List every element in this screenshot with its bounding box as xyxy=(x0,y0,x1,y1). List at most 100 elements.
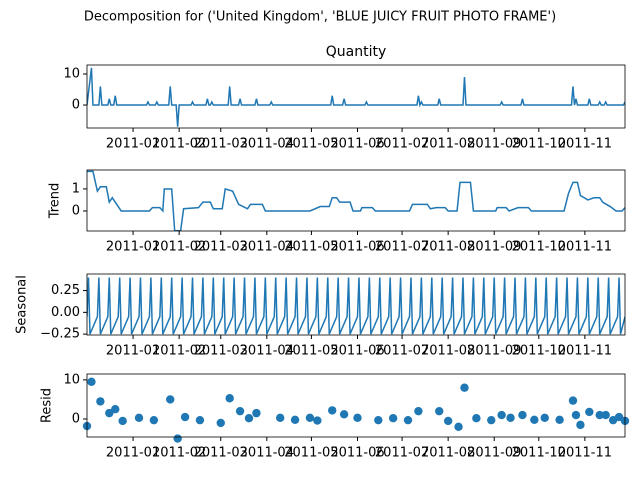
axes-frame xyxy=(86,169,626,232)
resid-point xyxy=(216,418,225,428)
resid-point xyxy=(276,413,285,423)
axes-title: Quantity xyxy=(326,44,387,60)
resid-point xyxy=(225,394,234,403)
resid-point xyxy=(460,383,469,392)
x-tick-label: 2011-09 xyxy=(467,240,521,255)
resid-point xyxy=(614,412,624,422)
x-tick-label: 2011-09 xyxy=(467,344,521,359)
y-tick-label: 10 xyxy=(63,372,80,387)
resid-point xyxy=(235,406,245,416)
y-tick-label: 0 xyxy=(72,203,80,218)
x-tick-label: 2011-10 xyxy=(512,240,566,255)
x-tick-label: 2011-02 xyxy=(152,446,206,461)
axes-frame xyxy=(86,64,626,129)
x-tick-label: 2011-05 xyxy=(284,240,338,255)
x-tick-label: 2011-06 xyxy=(330,446,384,461)
resid-point xyxy=(252,408,261,418)
resid-point xyxy=(374,415,383,425)
x-tick-label: 2011-04 xyxy=(240,344,294,359)
resid-point xyxy=(339,410,349,419)
x-tick-label: 2011-03 xyxy=(194,446,248,461)
resid-point xyxy=(497,410,506,420)
x-tick-label: 2011-10 xyxy=(512,344,566,359)
x-tick-label: 2011-06 xyxy=(330,240,384,255)
y-tick-label: 0 xyxy=(72,412,80,427)
x-tick-label: 2011-01 xyxy=(106,137,160,152)
resid-point xyxy=(180,412,190,422)
x-tick-label: 2011-11 xyxy=(558,344,612,359)
resid-point xyxy=(518,410,527,420)
resid-point xyxy=(134,413,144,423)
y-tick-label: 0.25 xyxy=(51,283,80,298)
x-tick-label: 2011-05 xyxy=(284,344,338,359)
x-tick-label: 2011-03 xyxy=(194,240,248,255)
resid-point xyxy=(96,397,105,406)
resid-point xyxy=(595,410,604,420)
series-line xyxy=(87,170,625,231)
resid-point xyxy=(118,416,127,426)
x-tick-label: 2011-11 xyxy=(558,240,612,255)
axes-frame xyxy=(86,373,626,438)
resid-point xyxy=(313,416,322,425)
series-line xyxy=(87,277,625,335)
series-line xyxy=(87,67,625,127)
x-tick-label: 2011-07 xyxy=(375,344,429,359)
resid-point xyxy=(472,414,481,423)
y-axis-label: Resid xyxy=(40,388,55,423)
resid-point xyxy=(166,395,175,404)
resid-point xyxy=(388,414,398,423)
x-tick-label: 2011-03 xyxy=(194,137,248,152)
y-tick-label: 0 xyxy=(72,98,80,113)
resid-point xyxy=(290,415,300,424)
x-tick-label: 2011-09 xyxy=(467,137,521,152)
x-tick-label: 2011-03 xyxy=(194,344,248,359)
resid-point xyxy=(149,415,159,425)
resid-point xyxy=(87,377,96,387)
x-tick-label: 2011-08 xyxy=(421,446,475,461)
resid-point xyxy=(506,413,515,423)
x-tick-label: 2011-06 xyxy=(330,344,384,359)
x-tick-label: 2011-08 xyxy=(421,344,475,359)
resid-point xyxy=(571,410,581,420)
x-tick-label: 2011-01 xyxy=(106,344,160,359)
resid-point xyxy=(111,405,120,414)
resid-point xyxy=(454,422,463,432)
resid-point xyxy=(443,416,453,426)
x-tick-label: 2011-07 xyxy=(375,446,429,461)
resid-point xyxy=(435,406,444,416)
x-tick-label: 2011-04 xyxy=(240,446,294,461)
x-tick-label: 2011-02 xyxy=(152,137,206,152)
resid-point xyxy=(414,406,423,416)
y-tick-label: −0.25 xyxy=(40,327,80,342)
x-tick-label: 2011-08 xyxy=(421,240,475,255)
resid-point xyxy=(328,406,337,415)
resid-point xyxy=(568,396,578,405)
x-tick-label: 2011-07 xyxy=(375,137,429,152)
y-tick-label: 10 xyxy=(63,67,80,82)
x-tick-label: 2011-08 xyxy=(421,137,475,152)
x-tick-label: 2011-01 xyxy=(106,446,160,461)
resid-point xyxy=(555,415,564,424)
axes-frame xyxy=(86,273,626,336)
resid-point xyxy=(305,413,315,423)
x-tick-label: 2011-06 xyxy=(330,137,384,152)
x-tick-label: 2011-07 xyxy=(375,240,429,255)
resid-point xyxy=(353,413,362,423)
x-tick-label: 2011-05 xyxy=(284,446,338,461)
x-tick-label: 2011-11 xyxy=(558,446,612,461)
y-tick-label: 0.00 xyxy=(51,305,80,320)
resid-point xyxy=(576,420,585,430)
resid-point xyxy=(244,414,254,423)
x-tick-label: 2011-02 xyxy=(152,240,206,255)
y-axis-label: Seasonal xyxy=(15,275,30,334)
resid-point xyxy=(195,415,205,425)
x-tick-label: 2011-02 xyxy=(152,344,206,359)
resid-point xyxy=(173,434,182,443)
x-tick-label: 2011-11 xyxy=(558,137,612,152)
resid-point xyxy=(585,407,594,417)
x-tick-label: 2011-10 xyxy=(512,446,566,461)
resid-point xyxy=(530,415,539,424)
figure-title: Decomposition for ('United Kingdom', 'BL… xyxy=(84,10,556,25)
resid-point xyxy=(487,415,496,425)
